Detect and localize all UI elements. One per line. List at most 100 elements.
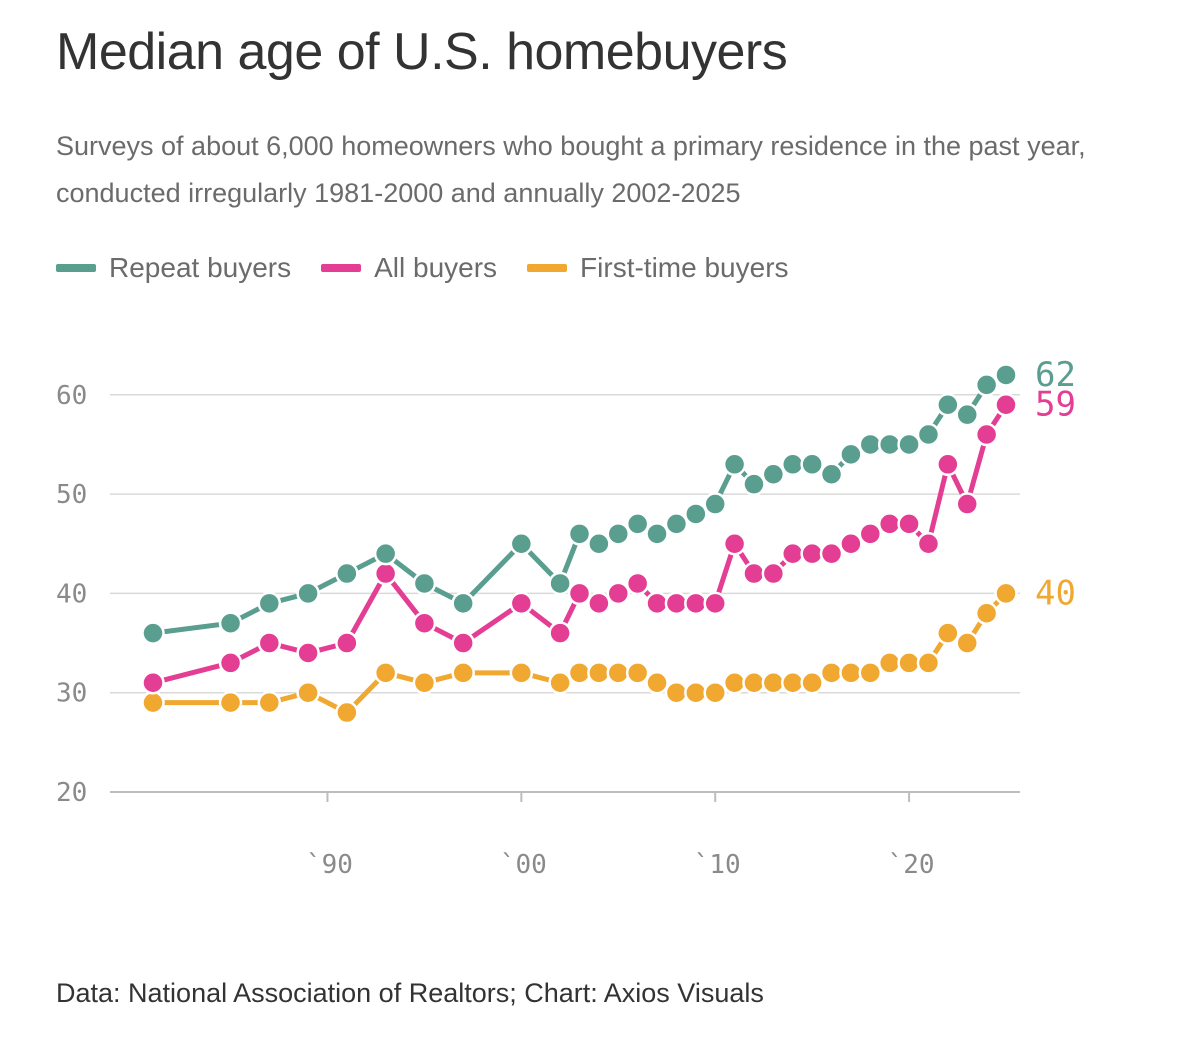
chart-title: Median age of U.S. homebuyers xyxy=(56,23,788,81)
data-point xyxy=(509,532,534,556)
legend-swatch-repeat xyxy=(56,264,96,272)
data-point xyxy=(955,631,979,655)
data-point xyxy=(955,492,979,516)
data-point xyxy=(257,631,282,655)
legend: Repeat buyers All buyers First-time buye… xyxy=(56,252,819,284)
data-point xyxy=(664,680,689,705)
data-point xyxy=(858,522,883,546)
data-point xyxy=(781,671,805,695)
y-tick-label: 50 xyxy=(56,480,87,510)
data-point xyxy=(703,591,727,616)
data-point xyxy=(974,422,999,447)
data-point xyxy=(625,512,650,536)
data-point xyxy=(412,571,437,596)
data-point xyxy=(548,621,572,645)
data-point xyxy=(916,422,941,447)
data-point xyxy=(141,671,165,695)
data-point xyxy=(509,591,534,616)
data-point xyxy=(335,700,359,725)
y-tick-label: 60 xyxy=(56,381,87,411)
data-point xyxy=(645,522,669,546)
data-point xyxy=(742,472,766,496)
data-point xyxy=(703,492,727,516)
data-point xyxy=(839,661,863,685)
data-point xyxy=(587,591,611,616)
data-point xyxy=(897,651,921,675)
data-point xyxy=(567,581,592,606)
data-point xyxy=(257,591,282,616)
data-point xyxy=(296,581,320,606)
data-point xyxy=(257,690,282,715)
legend-swatch-first-time xyxy=(527,264,568,272)
series-all-buyers xyxy=(141,392,1018,695)
data-point xyxy=(974,601,999,626)
data-point xyxy=(800,541,824,566)
data-point xyxy=(897,432,921,457)
data-point xyxy=(742,671,766,695)
data-point xyxy=(761,561,786,586)
data-point xyxy=(974,373,999,397)
data-point xyxy=(625,661,650,685)
series-repeat-buyers xyxy=(141,363,1018,645)
data-point xyxy=(781,541,805,566)
data-point xyxy=(373,561,398,586)
data-point xyxy=(412,671,437,695)
data-point xyxy=(141,621,165,645)
legend-item-repeat: Repeat buyers xyxy=(56,252,291,284)
data-point xyxy=(373,541,398,566)
data-point xyxy=(781,452,805,477)
data-point xyxy=(645,671,669,695)
data-point xyxy=(955,402,979,427)
data-point xyxy=(218,611,243,635)
x-tick-label: `20 xyxy=(888,850,935,880)
legend-item-all: All buyers xyxy=(321,252,497,284)
data-point xyxy=(761,462,786,486)
data-point xyxy=(936,392,960,417)
data-point xyxy=(916,532,941,556)
data-point xyxy=(412,611,437,635)
data-point xyxy=(722,532,747,556)
end-value-label: 62 xyxy=(1035,355,1076,395)
legend-item-first-time: First-time buyers xyxy=(527,252,789,284)
data-point xyxy=(548,671,572,695)
data-point xyxy=(839,442,863,467)
data-point xyxy=(897,512,921,536)
x-tick-label: `10 xyxy=(694,850,741,880)
x-tick-label: `90 xyxy=(306,850,353,880)
series-line xyxy=(150,590,1009,716)
y-axis-ticks: 20 30 40 50 60 xyxy=(56,381,87,808)
chart-subtitle: Surveys of about 6,000 homeowners who bo… xyxy=(56,131,1086,208)
data-point xyxy=(451,591,475,616)
source-note: Data: National Association of Realtors; … xyxy=(56,978,764,1008)
data-point xyxy=(548,571,572,596)
data-point xyxy=(839,532,863,556)
data-point xyxy=(858,432,883,457)
data-point xyxy=(335,561,359,586)
data-point xyxy=(451,631,475,655)
x-axis-ticks: `90 `00 `10 `20 xyxy=(306,792,935,880)
data-point xyxy=(703,680,727,705)
data-point xyxy=(800,671,824,695)
data-point xyxy=(296,641,320,665)
end-value-label: 59 xyxy=(1035,385,1076,425)
data-point xyxy=(916,651,941,675)
data-point xyxy=(800,452,824,477)
y-tick-label: 20 xyxy=(56,778,87,808)
x-tick-label: `00 xyxy=(500,850,547,880)
data-point xyxy=(218,651,243,675)
data-point xyxy=(335,631,359,655)
data-point xyxy=(761,671,786,695)
data-point xyxy=(587,532,611,556)
data-point xyxy=(858,661,883,685)
data-point xyxy=(722,452,747,477)
data-point xyxy=(877,512,902,536)
data-point xyxy=(606,522,631,546)
data-point xyxy=(606,661,631,685)
data-point xyxy=(994,392,1018,417)
data-point xyxy=(994,363,1018,387)
data-point xyxy=(877,432,902,457)
data-point xyxy=(936,452,960,477)
data-point xyxy=(451,661,475,685)
